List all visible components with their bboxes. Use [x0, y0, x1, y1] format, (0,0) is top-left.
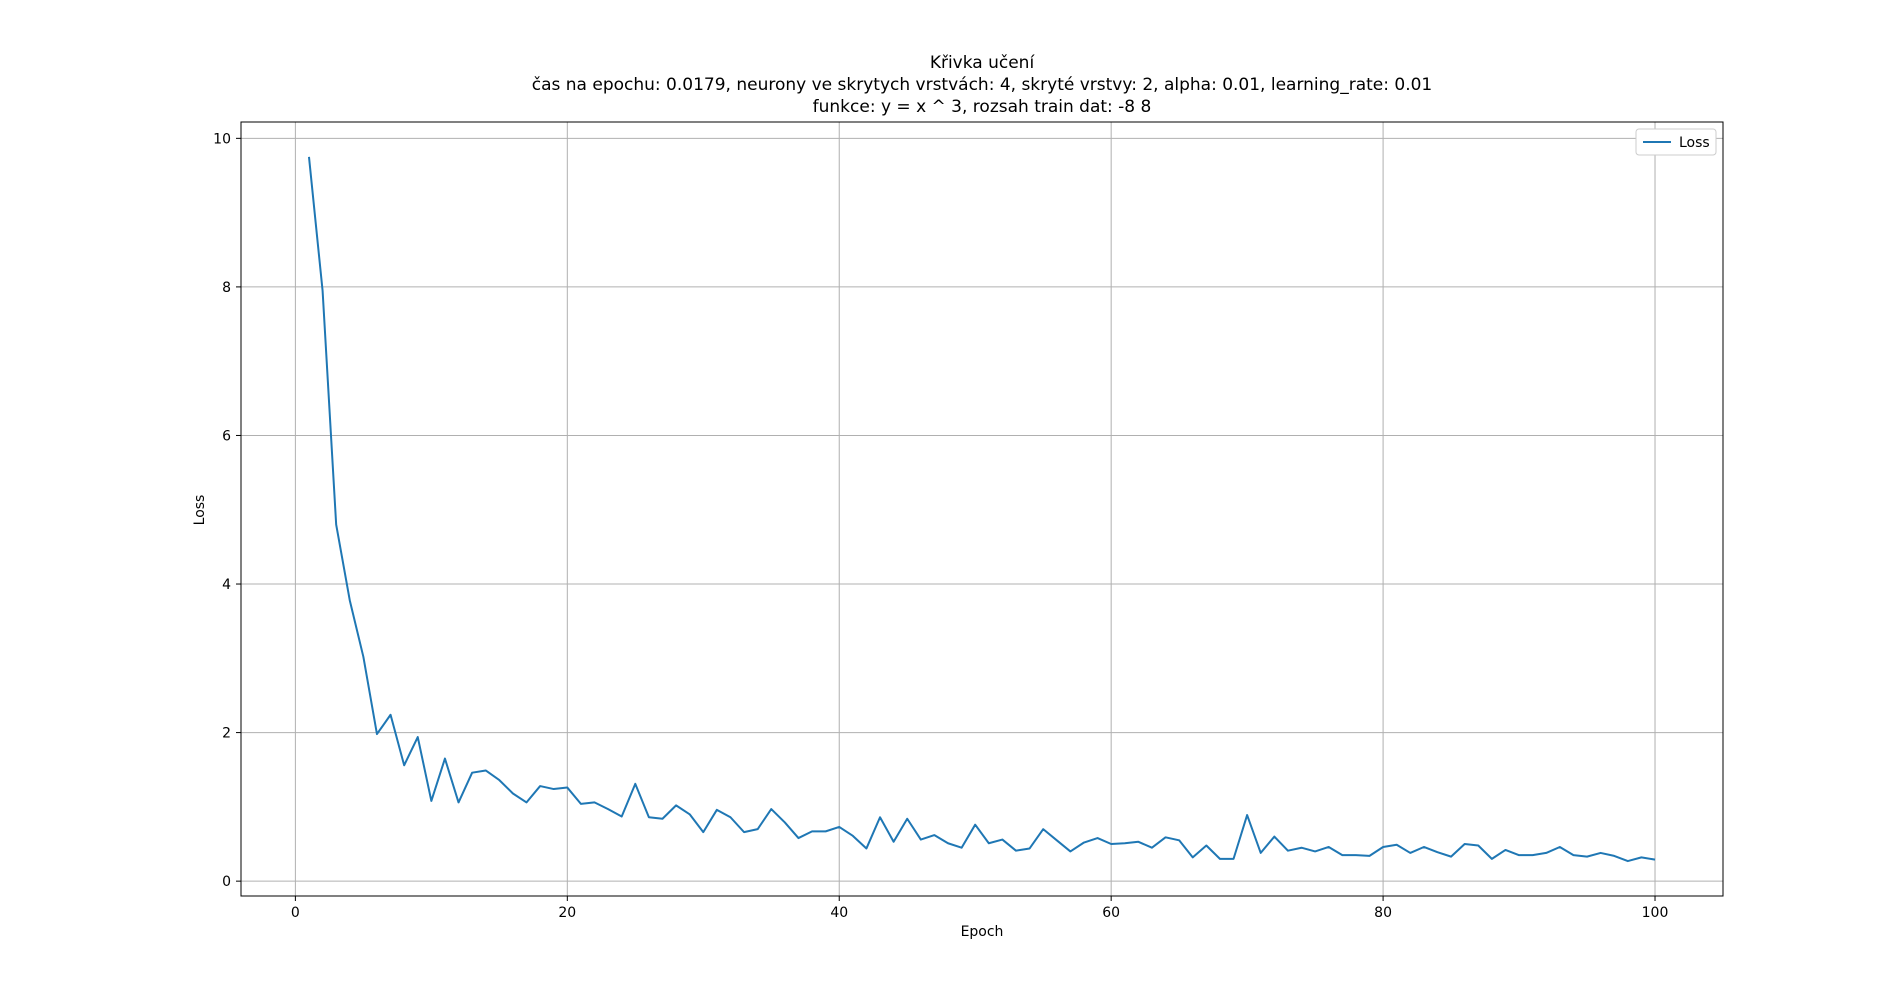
y-tick-label: 4 [222, 577, 231, 593]
legend-label: Loss [1679, 135, 1710, 151]
x-axis-ticks: 0 20 40 60 80 100 [291, 896, 1668, 921]
legend-box [1635, 128, 1717, 156]
chart-title: Křivka učení [930, 53, 1036, 73]
chart-subtitle-params: čas na epochu: 0.0179, neurony ve skryty… [532, 75, 1432, 95]
plot-frame [240, 121, 1724, 897]
y-tick-label: 0 [222, 874, 231, 890]
series-layer [307, 156, 1656, 863]
loss-series-line [307, 156, 1656, 863]
x-tick-label: 80 [1374, 905, 1392, 921]
y-tick-label: 2 [222, 726, 231, 742]
x-tick-label: 0 [291, 905, 300, 921]
y-axis-label: Loss [192, 495, 208, 526]
x-axis-label: Epoch [961, 924, 1004, 940]
grid [241, 122, 1723, 896]
y-axis-ticks: 0 2 4 6 8 10 [213, 131, 241, 890]
legend: Loss [1635, 128, 1717, 156]
y-tick-label: 8 [222, 280, 231, 296]
y-tick-label: 10 [213, 131, 231, 147]
y-tick-label: 6 [222, 428, 231, 444]
x-tick-label: 20 [558, 905, 576, 921]
chart-subtitle-function: funkce: y = x ^ 3, rozsah train dat: -8 … [813, 97, 1152, 117]
x-tick-label: 40 [830, 905, 848, 921]
x-tick-label: 100 [1642, 905, 1669, 921]
x-tick-label: 60 [1102, 905, 1120, 921]
